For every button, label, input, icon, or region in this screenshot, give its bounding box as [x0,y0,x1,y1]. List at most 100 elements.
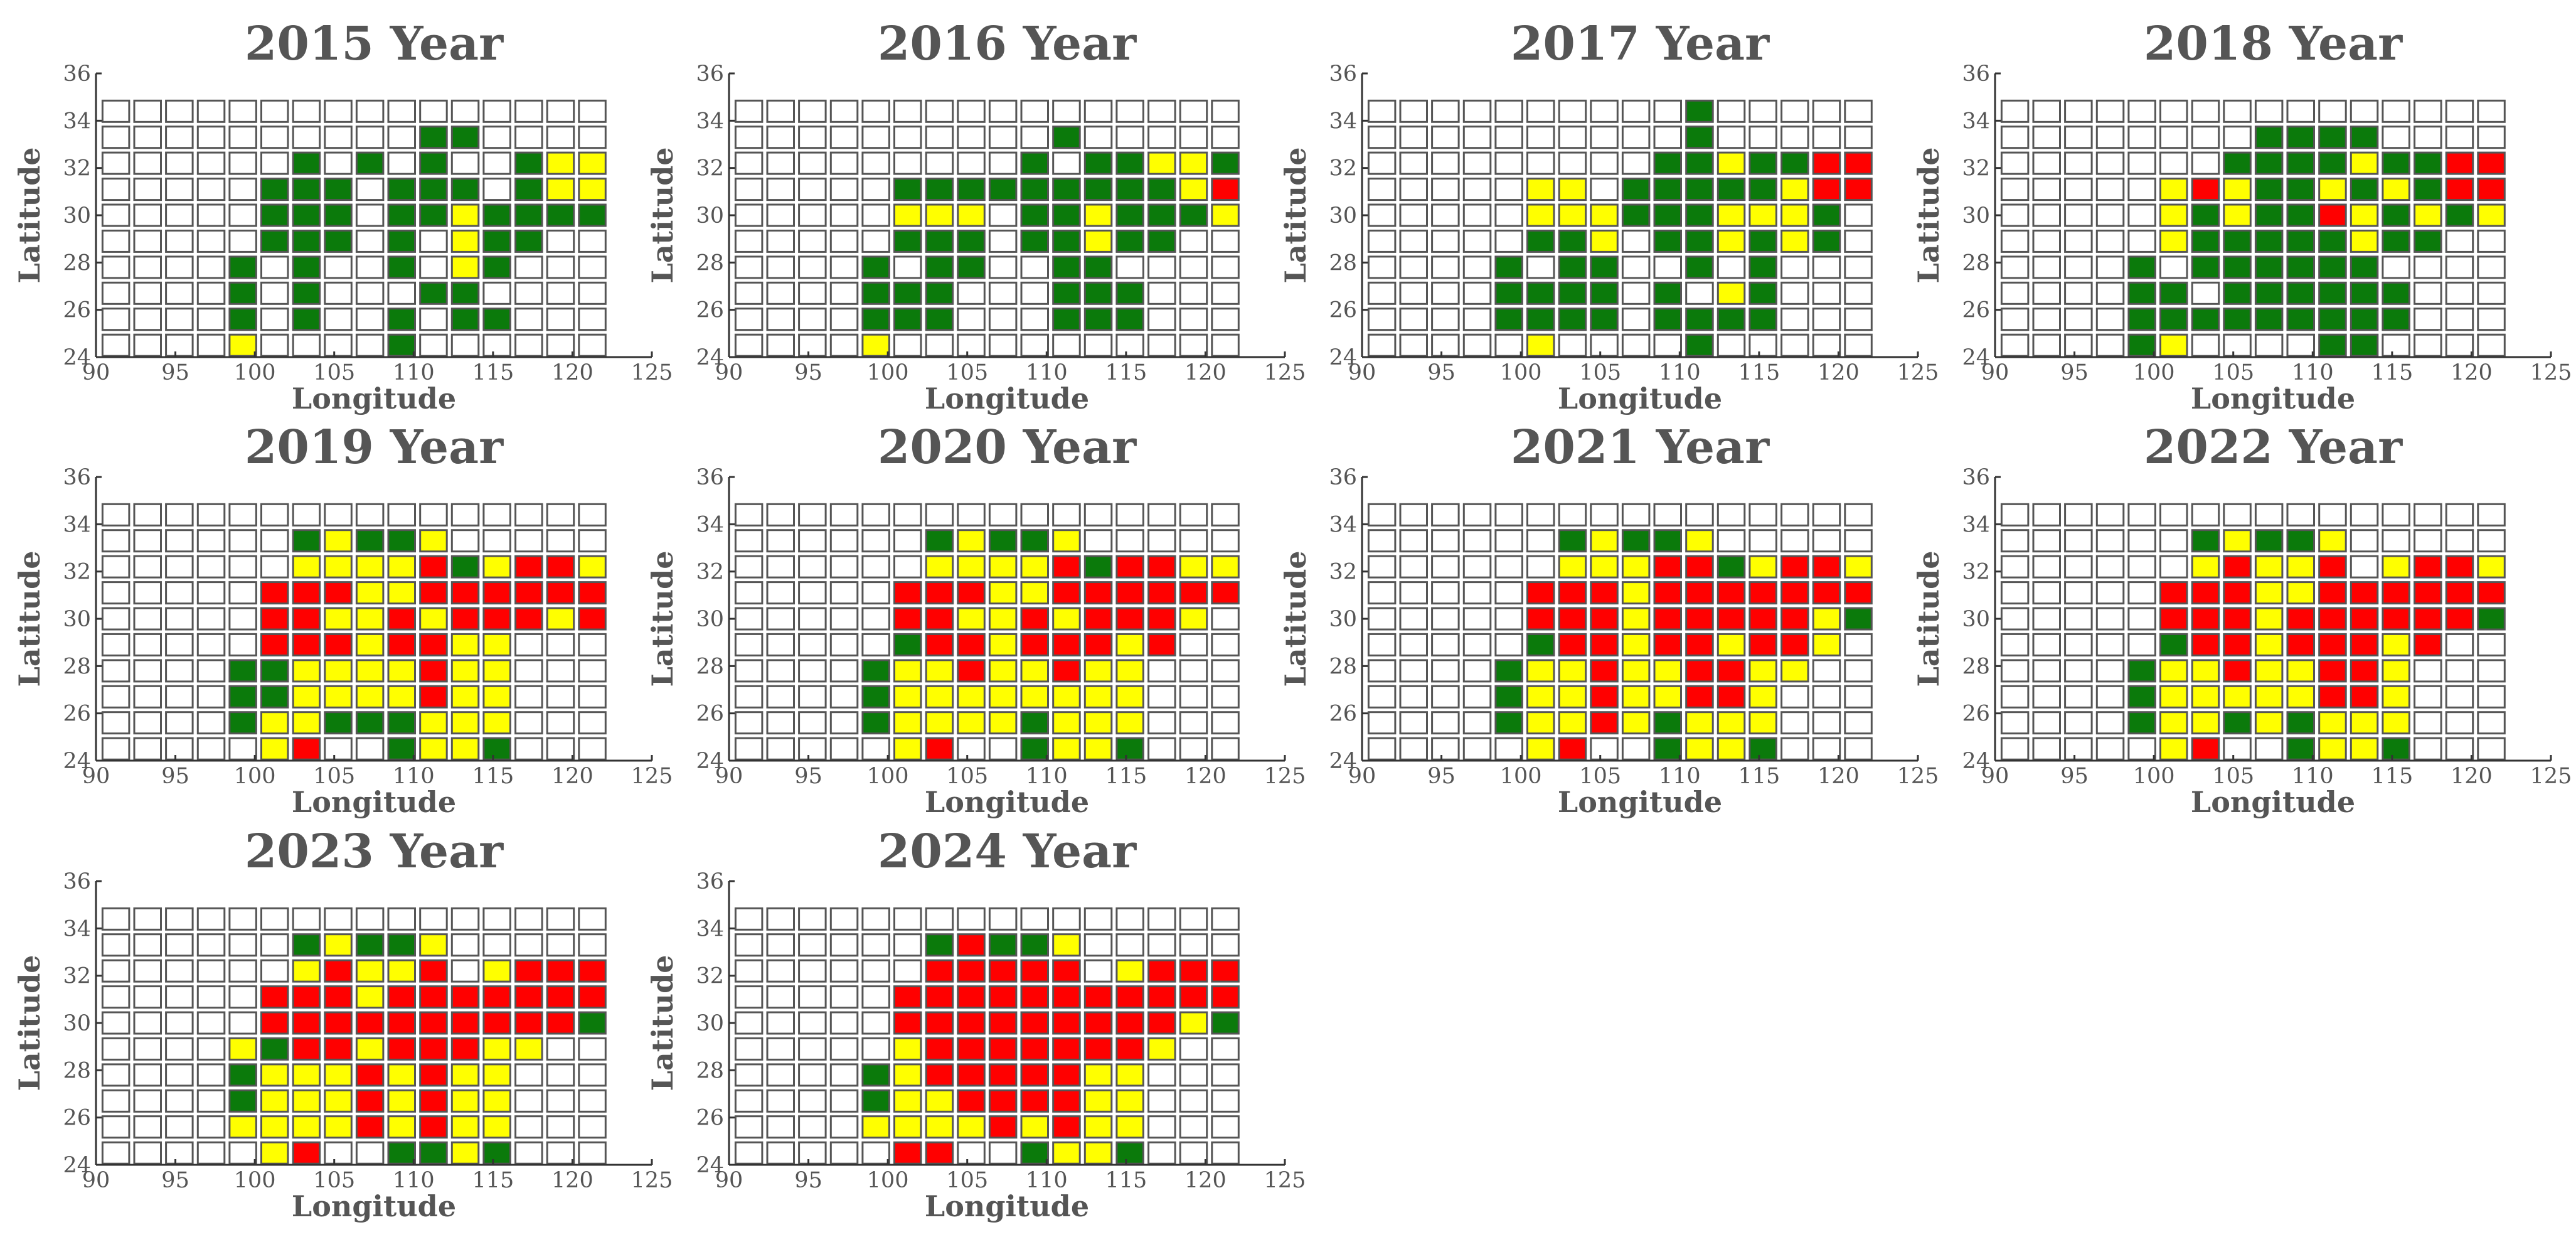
heat-cell [1367,126,1397,149]
heat-cell [165,126,194,149]
heat-cell [387,151,416,175]
heat-cell [292,1141,321,1165]
heat-cell [387,607,416,631]
heat-cell [2254,503,2284,527]
heat-cell [228,151,257,175]
y-tick-label: 32 [696,964,724,989]
heat-cell [2445,555,2474,579]
heat-cell [798,333,827,357]
heat-cell [165,737,194,761]
heat-cell [1083,99,1113,123]
heat-cell [1526,503,1555,527]
heat-cell [2095,581,2125,605]
heat-cell [2223,581,2252,605]
heat-cell [260,711,289,735]
heat-cell [1844,581,1873,605]
heat-cell [925,178,954,201]
heat-cell [1590,607,1619,631]
heat-cell [1083,685,1113,709]
y-tick-label: 32 [696,156,724,181]
heat-cell [419,151,448,175]
heat-cell [133,1011,162,1035]
heat-cell [861,711,890,735]
heat-cell [2286,203,2315,227]
x-tick-label: 100 [234,360,276,385]
heat-cell [1431,178,1460,201]
heat-cell [2191,581,2220,605]
y-axis-label: Latitude [1279,147,1312,284]
heat-cell [1844,151,1873,175]
heat-cell [165,581,194,605]
heat-cell [2127,126,2156,149]
heat-cell [766,308,795,331]
heat-cell [734,933,764,957]
heat-cell [1716,555,1746,579]
heat-cell [2191,203,2220,227]
heat-cell [546,99,575,123]
heat-cell [355,203,385,227]
heat-cell [450,985,480,1009]
heat-cell [292,1037,321,1061]
heat-cell [482,907,511,931]
heat-cell [514,959,543,983]
heat-cell [2254,685,2284,709]
heat-cell [578,711,607,735]
heat-cell [2032,126,2061,149]
heat-cell [101,555,130,579]
heat-cell [1653,659,1682,683]
x-tick-label: 120 [2451,360,2493,385]
heat-cell [1147,659,1176,683]
heat-cell [988,333,1018,357]
heat-cell [1462,126,1492,149]
y-axis-label: Latitude [13,551,46,687]
heat-cell [292,555,321,579]
heat-cell [1526,633,1555,656]
heat-cell [1653,503,1682,527]
heat-cell [387,178,416,201]
heat-cell [1115,503,1144,527]
heat-cell [2318,178,2347,201]
heat-cell [2254,229,2284,253]
heat-cell [1052,685,1081,709]
x-axis-label: Longitude [925,382,1089,415]
heat-cell [2159,529,2188,553]
heat-cell [1052,333,1081,357]
y-axis-label: Latitude [646,147,679,284]
y-axis-label: Latitude [1912,551,1945,687]
heat-cell [861,1063,890,1087]
heat-cell [133,711,162,735]
heat-cell [1653,581,1682,605]
heat-cell [2159,503,2188,527]
heat-cell [482,1011,511,1035]
heat-cell [734,959,764,983]
heat-cell [546,126,575,149]
heat-cell [1716,607,1746,631]
heat-cell [861,229,890,253]
heat-cell [1211,151,1240,175]
heat-cell [1147,503,1176,527]
heat-cell [1020,99,1049,123]
heat-cell [957,1037,986,1061]
y-tick-label: 32 [63,964,91,989]
heat-cell [355,503,385,527]
heat-cell [2159,555,2188,579]
heat-cell [2382,151,2410,175]
heat-cell [578,685,607,709]
y-tick-label: 34 [1329,512,1357,537]
heat-cell [133,229,162,253]
heat-cell [133,1141,162,1165]
heat-cell [1462,308,1492,331]
heat-cell [1748,203,1777,227]
heat-cell [1020,1037,1049,1061]
heat-cell [1685,126,1714,149]
heat-cell [292,737,321,761]
heat-cell [324,1141,353,1165]
heat-cell [292,1011,321,1035]
heat-cell [2159,229,2188,253]
x-tick-label: 105 [946,1168,988,1193]
heat-cell [482,985,511,1009]
x-tick-label: 105 [313,1168,355,1193]
heat-cell [387,633,416,656]
heat-cell [419,959,448,983]
heat-cell [2000,333,2030,357]
